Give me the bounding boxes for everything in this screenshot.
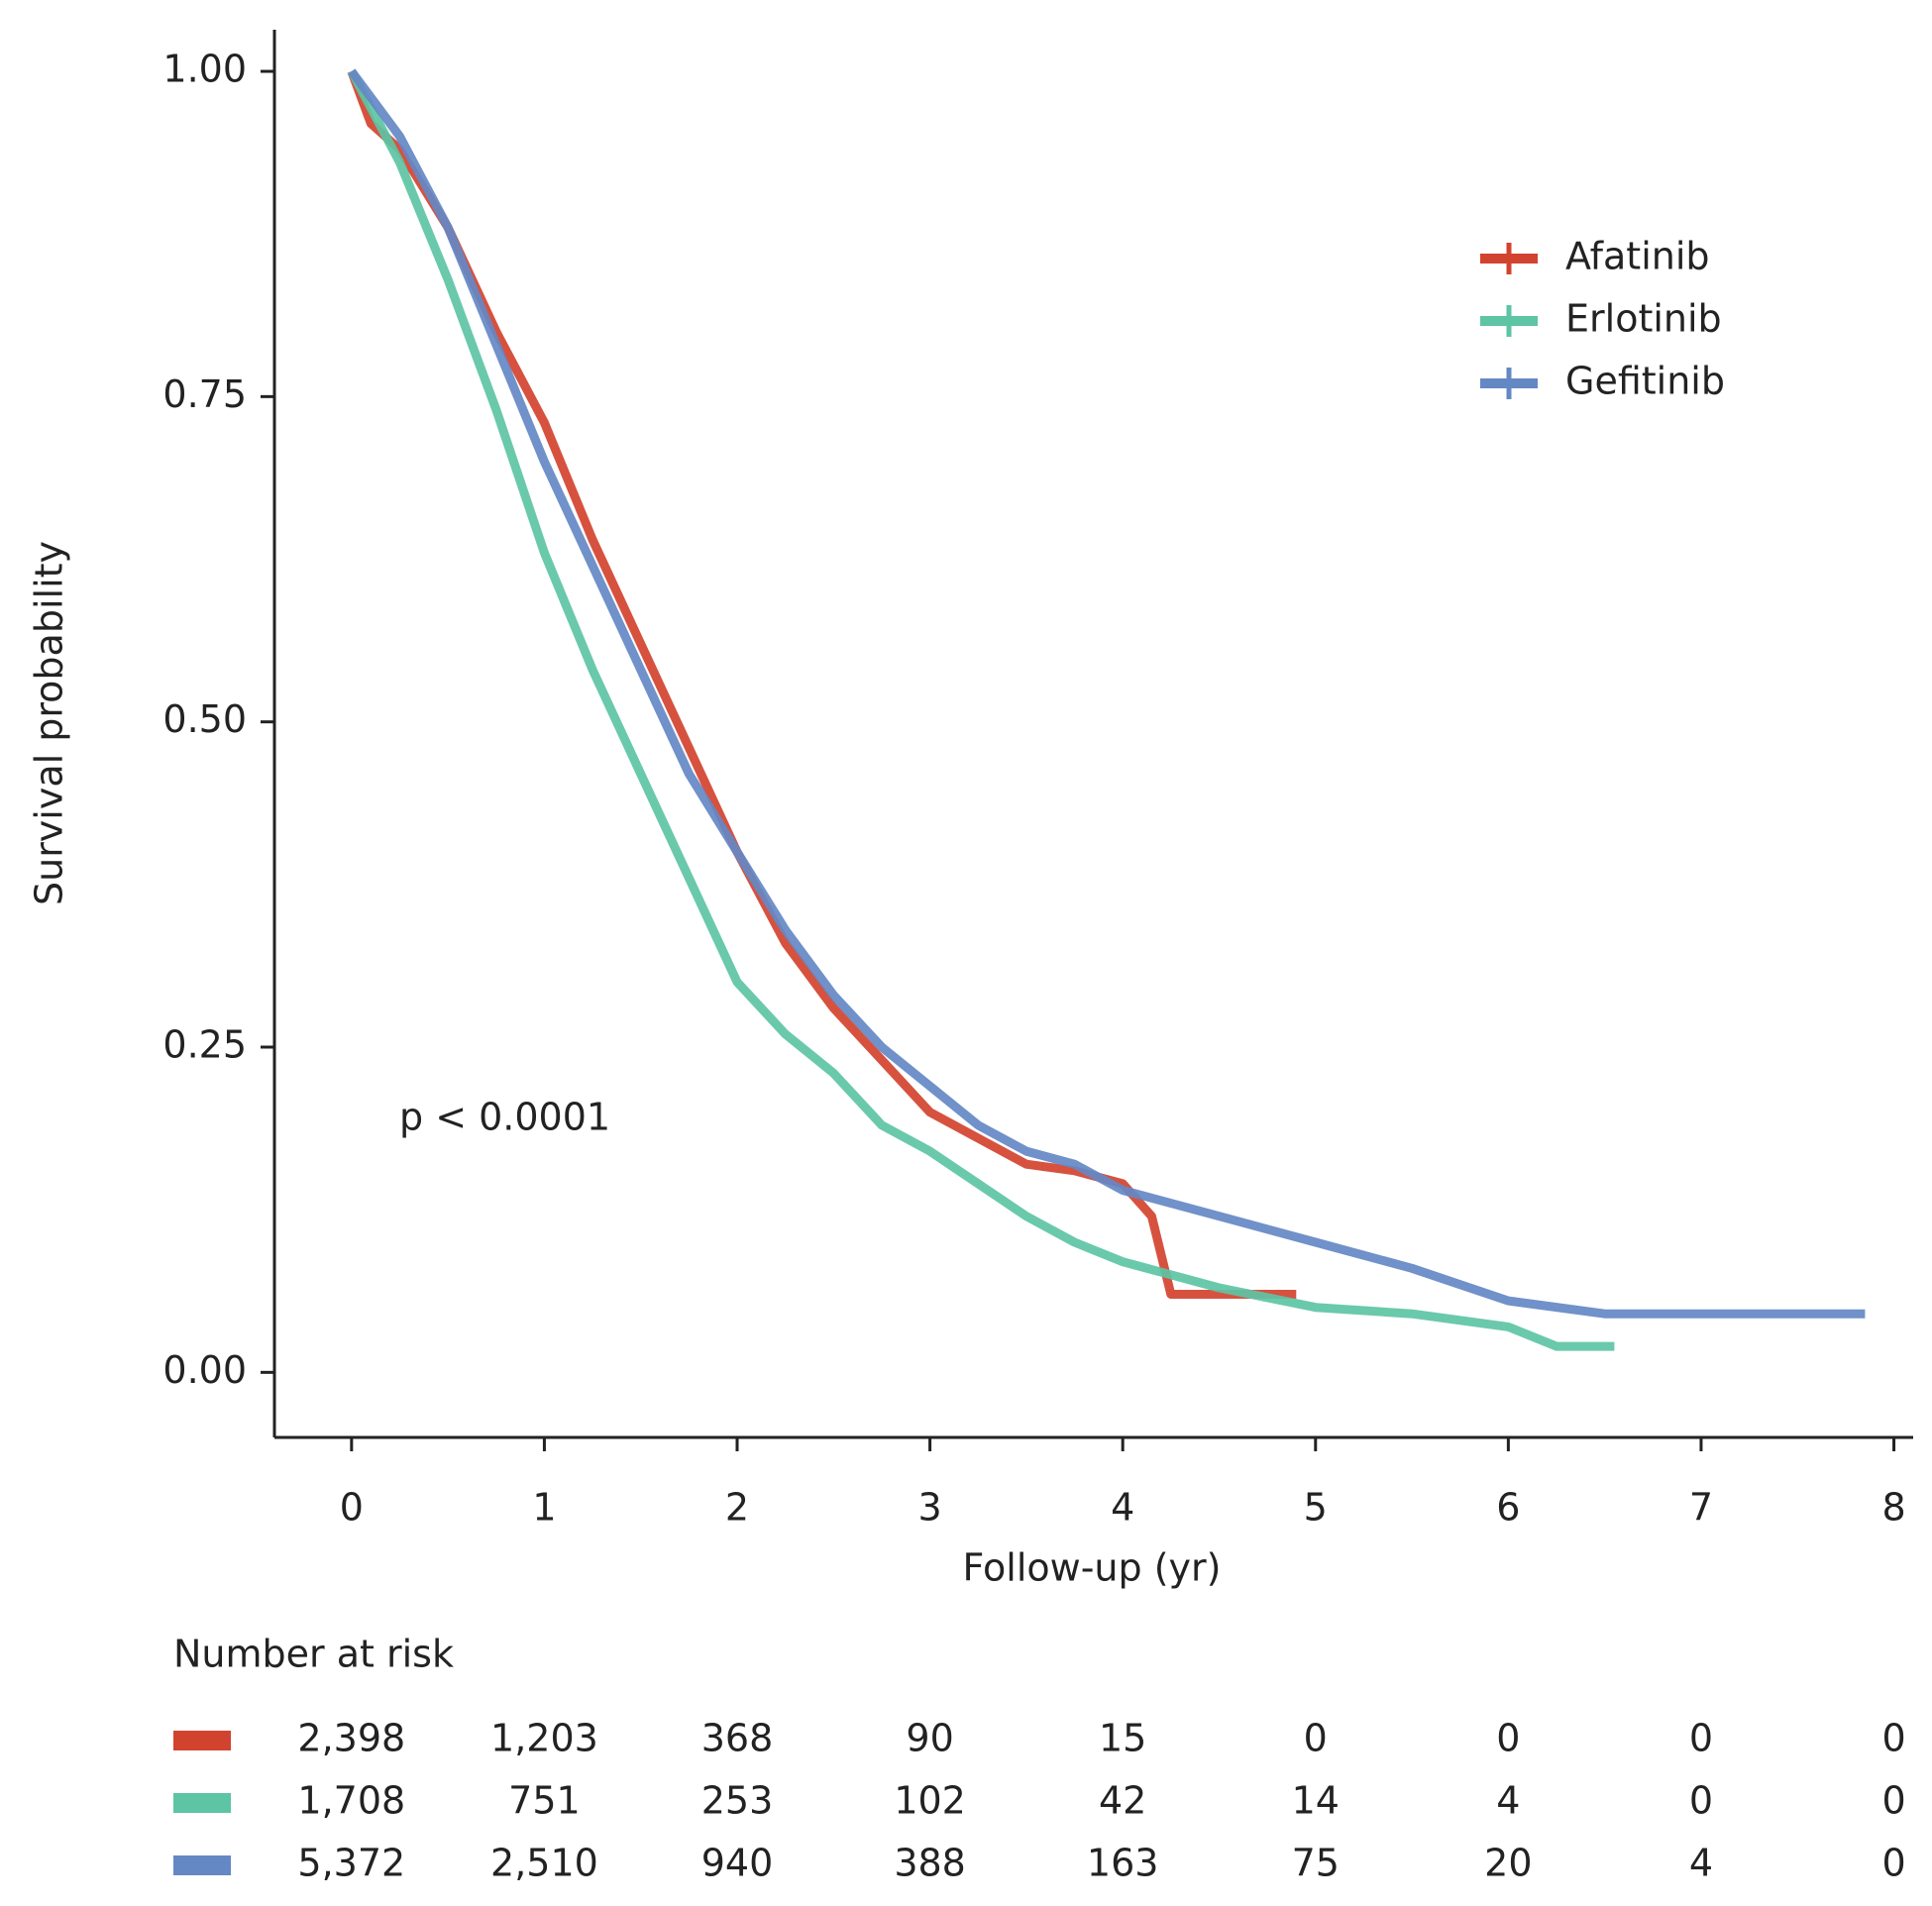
x-tick-label: 0 (340, 1486, 364, 1530)
y-tick-label: 0.75 (162, 372, 247, 416)
risk-swatch (173, 1793, 231, 1813)
legend-label: Afatinib (1565, 235, 1710, 278)
x-tick-label: 1 (532, 1486, 556, 1530)
risk-count: 4 (1496, 1779, 1520, 1823)
risk-count: 14 (1292, 1779, 1340, 1823)
x-axis-title: Follow-up (yr) (963, 1546, 1222, 1590)
p-value: p < 0.0001 (399, 1096, 610, 1139)
risk-count: 42 (1099, 1779, 1146, 1823)
risk-count: 102 (894, 1779, 966, 1823)
risk-count: 15 (1099, 1717, 1146, 1760)
risk-count: 253 (701, 1779, 774, 1823)
risk-count: 751 (508, 1779, 581, 1823)
risk-count: 0 (1689, 1779, 1713, 1823)
risk-count: 0 (1881, 1717, 1905, 1760)
risk-count: 0 (1881, 1779, 1905, 1823)
survival-curve (347, 68, 1615, 1351)
risk-count: 940 (701, 1842, 774, 1885)
risk-count: 5,372 (297, 1842, 405, 1885)
risk-count: 2,398 (297, 1717, 405, 1760)
legend-label: Gefitinib (1565, 360, 1725, 403)
risk-count: 2,510 (490, 1842, 598, 1885)
risk-count: 0 (1496, 1717, 1520, 1760)
x-tick-label: 6 (1496, 1486, 1520, 1530)
x-tick-label: 8 (1881, 1486, 1905, 1530)
risk-count: 0 (1689, 1717, 1713, 1760)
x-tick-label: 2 (725, 1486, 749, 1530)
risk-count: 20 (1484, 1842, 1532, 1885)
y-tick-label: 0.50 (162, 697, 247, 741)
x-tick-label: 7 (1689, 1486, 1713, 1530)
risk-count: 163 (1087, 1842, 1159, 1885)
risk-swatch (173, 1855, 231, 1875)
risk-count: 368 (701, 1717, 774, 1760)
risk-count: 1,708 (297, 1779, 405, 1823)
y-tick-label: 1.00 (162, 48, 247, 91)
risk-count: 0 (1881, 1842, 1905, 1885)
risk-count: 75 (1292, 1842, 1340, 1885)
y-tick-label: 0.25 (162, 1023, 247, 1067)
risk-count: 0 (1304, 1717, 1328, 1760)
x-tick-label: 5 (1304, 1486, 1328, 1530)
risk-count: 1,203 (490, 1717, 598, 1760)
risk-table-title: Number at risk (173, 1633, 454, 1676)
risk-count: 90 (906, 1717, 953, 1760)
legend-label: Erlotinib (1565, 297, 1722, 341)
x-tick-label: 3 (918, 1486, 942, 1530)
y-tick-label: 0.00 (162, 1348, 247, 1392)
x-tick-label: 4 (1111, 1486, 1134, 1530)
survival-curve (348, 68, 1866, 1319)
risk-count: 388 (894, 1842, 966, 1885)
risk-swatch (173, 1731, 231, 1750)
risk-count: 4 (1689, 1842, 1713, 1885)
y-axis-title: Survival probability (28, 541, 71, 905)
